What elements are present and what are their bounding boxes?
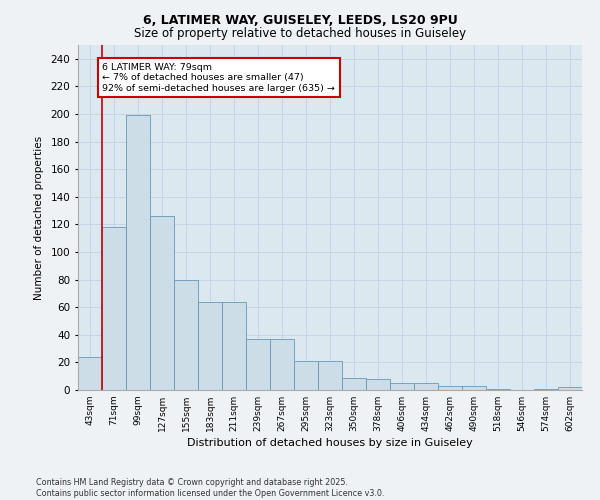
Bar: [390, 383, 414, 390]
Text: Size of property relative to detached houses in Guiseley: Size of property relative to detached ho…: [134, 28, 466, 40]
Bar: [294, 361, 318, 390]
Bar: [150, 216, 174, 390]
Bar: [558, 387, 582, 390]
Text: Contains HM Land Registry data © Crown copyright and database right 2025.
Contai: Contains HM Land Registry data © Crown c…: [36, 478, 385, 498]
Bar: [318, 361, 342, 390]
Bar: [342, 378, 366, 390]
Bar: [174, 280, 198, 390]
Bar: [414, 383, 438, 390]
Y-axis label: Number of detached properties: Number of detached properties: [34, 136, 44, 300]
Bar: [462, 386, 486, 390]
Bar: [534, 388, 558, 390]
Bar: [126, 116, 150, 390]
Bar: [366, 379, 390, 390]
Bar: [270, 339, 294, 390]
Bar: [198, 302, 222, 390]
Bar: [102, 227, 126, 390]
Bar: [222, 302, 246, 390]
Bar: [246, 339, 270, 390]
Text: 6 LATIMER WAY: 79sqm
← 7% of detached houses are smaller (47)
92% of semi-detach: 6 LATIMER WAY: 79sqm ← 7% of detached ho…: [103, 63, 335, 92]
Bar: [486, 388, 510, 390]
X-axis label: Distribution of detached houses by size in Guiseley: Distribution of detached houses by size …: [187, 438, 473, 448]
Bar: [438, 386, 462, 390]
Bar: [78, 357, 102, 390]
Text: 6, LATIMER WAY, GUISELEY, LEEDS, LS20 9PU: 6, LATIMER WAY, GUISELEY, LEEDS, LS20 9P…: [143, 14, 457, 27]
